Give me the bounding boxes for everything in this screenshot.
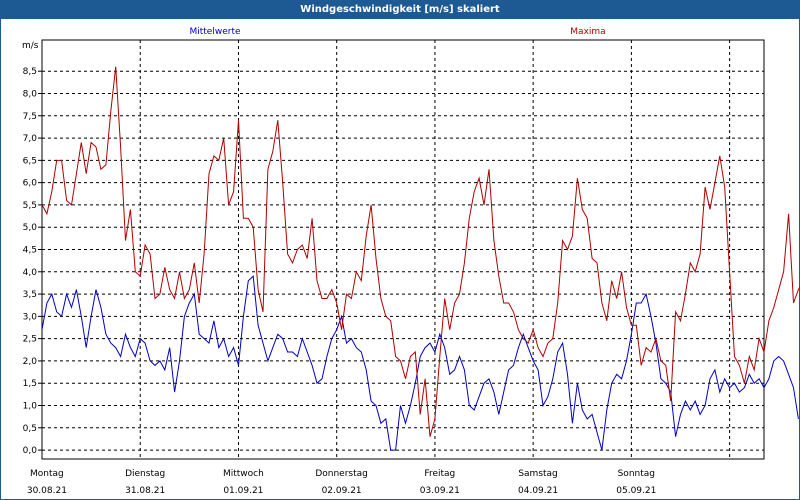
y-tick-label: 2,5 [23, 335, 37, 345]
series-lines [41, 66, 800, 451]
x-date-label: 03.09.21 [420, 486, 460, 496]
y-tick-label: 5,5 [23, 201, 37, 211]
y-tick-label: 7,0 [23, 134, 38, 144]
axes: 0,0 0,5 1,0 1,5 2,0 2,5 3,0 3,5 4,0 4,5 5,0 5,5 6,0 6… [23, 67, 42, 456]
x-date-label: 04.09.21 [518, 486, 558, 496]
y-tick-label: 4,5 [23, 246, 37, 256]
chart-title-bar: Windgeschwindigkeit [m/s] skaliert [1, 1, 799, 19]
y-tick-label: 3,5 [23, 290, 37, 300]
y-tick-label: 8,0 [23, 89, 38, 99]
x-axis-labels: Montag 30.08.21 Dienstag 31.08.21 Mittwoch 01… [27, 469, 656, 496]
x-day-label: Freitag [424, 469, 455, 479]
x-day-label: Mittwoch [223, 469, 264, 479]
y-tick-label: 8,5 [23, 67, 37, 77]
x-date-label: 30.08.21 [27, 486, 67, 496]
x-day-label: Montag [30, 469, 64, 479]
y-tick-label: 0,0 [23, 446, 38, 456]
series-line-maxima [41, 66, 800, 437]
y-tick-label: 3,0 [23, 312, 38, 322]
y-tick-label: 0,5 [23, 424, 37, 434]
grid-lines [42, 40, 764, 459]
y-tick-label: 6,5 [23, 156, 37, 166]
x-day-label: Sonntag [618, 469, 655, 479]
series-line-mittelwerte [41, 275, 799, 451]
y-tick-label: 2,0 [23, 357, 38, 367]
y-tick-label: 7,5 [23, 112, 37, 122]
legend-maxima: Maxima [570, 27, 605, 37]
x-date-label: 31.08.21 [125, 486, 165, 496]
y-tick-label: 1,0 [23, 402, 38, 412]
x-day-label: Donnerstag [315, 469, 368, 479]
x-day-label: Samstag [518, 469, 557, 479]
legend-mittelwerte: Mittelwerte [189, 27, 240, 37]
y-tick-label: 6,0 [23, 179, 38, 189]
x-day-label: Dienstag [125, 469, 165, 479]
y-tick-label: 1,5 [23, 379, 37, 389]
chart-title: Windgeschwindigkeit [m/s] skaliert [300, 4, 500, 15]
x-date-label: 01.09.21 [223, 486, 263, 496]
y-tick-label: 4,0 [23, 268, 38, 278]
y-axis-label: m/s [22, 41, 39, 51]
x-date-label: 02.09.21 [322, 486, 362, 496]
y-tick-label: 5,0 [23, 223, 38, 233]
x-date-label: 05.09.21 [616, 486, 656, 496]
